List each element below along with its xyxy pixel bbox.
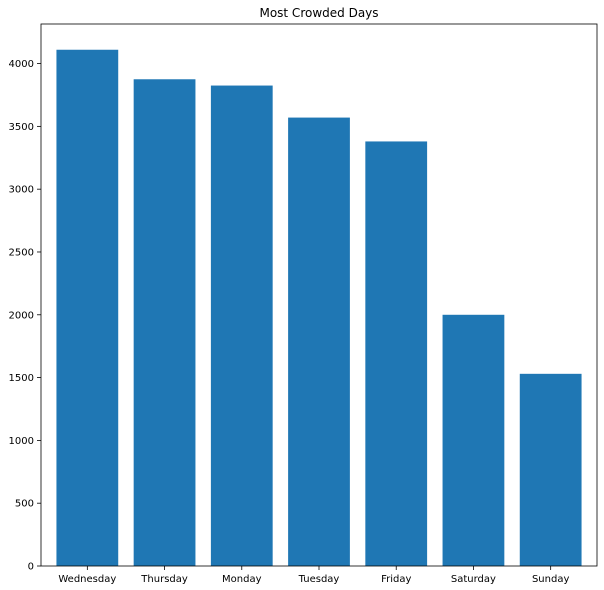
x-tick-label: Tuesday bbox=[298, 574, 340, 585]
x-tick-label: Wednesday bbox=[58, 574, 116, 585]
y-tick-label: 4000 bbox=[9, 59, 34, 70]
plot-frame bbox=[40, 23, 598, 567]
bar-sunday bbox=[519, 373, 582, 566]
y-tick-label: 2000 bbox=[9, 310, 34, 321]
bar-thursday bbox=[133, 79, 196, 566]
x-tick-label: Monday bbox=[222, 574, 262, 585]
bar-friday bbox=[365, 141, 428, 567]
chart-title: Most Crowded Days bbox=[259, 6, 378, 20]
x-tick-label: Saturday bbox=[451, 574, 496, 585]
x-tick-label: Friday bbox=[381, 574, 411, 585]
bar-monday bbox=[210, 85, 273, 566]
y-tick-label: 500 bbox=[15, 499, 34, 510]
bar-tuesday bbox=[288, 117, 350, 566]
y-tick-label: 1500 bbox=[9, 373, 34, 384]
y-tick-label: 1000 bbox=[9, 436, 34, 447]
bar-wednesday bbox=[56, 49, 119, 567]
x-tick-label: Sunday bbox=[532, 574, 569, 585]
bar-saturday bbox=[442, 314, 505, 566]
y-tick-label: 2500 bbox=[9, 247, 34, 258]
bars-group bbox=[56, 49, 582, 567]
y-tick-label: 3000 bbox=[9, 185, 34, 196]
x-tick-label: Thursday bbox=[140, 574, 188, 585]
x-axis: Wednesday Thursday Monday Tuesday Friday Satu… bbox=[58, 566, 569, 585]
y-axis: 0 500 1000 1500 2000 2500 3000 3500 4000 bbox=[9, 59, 41, 573]
y-tick-label: 0 bbox=[28, 562, 34, 573]
y-tick-label: 3500 bbox=[9, 122, 34, 133]
